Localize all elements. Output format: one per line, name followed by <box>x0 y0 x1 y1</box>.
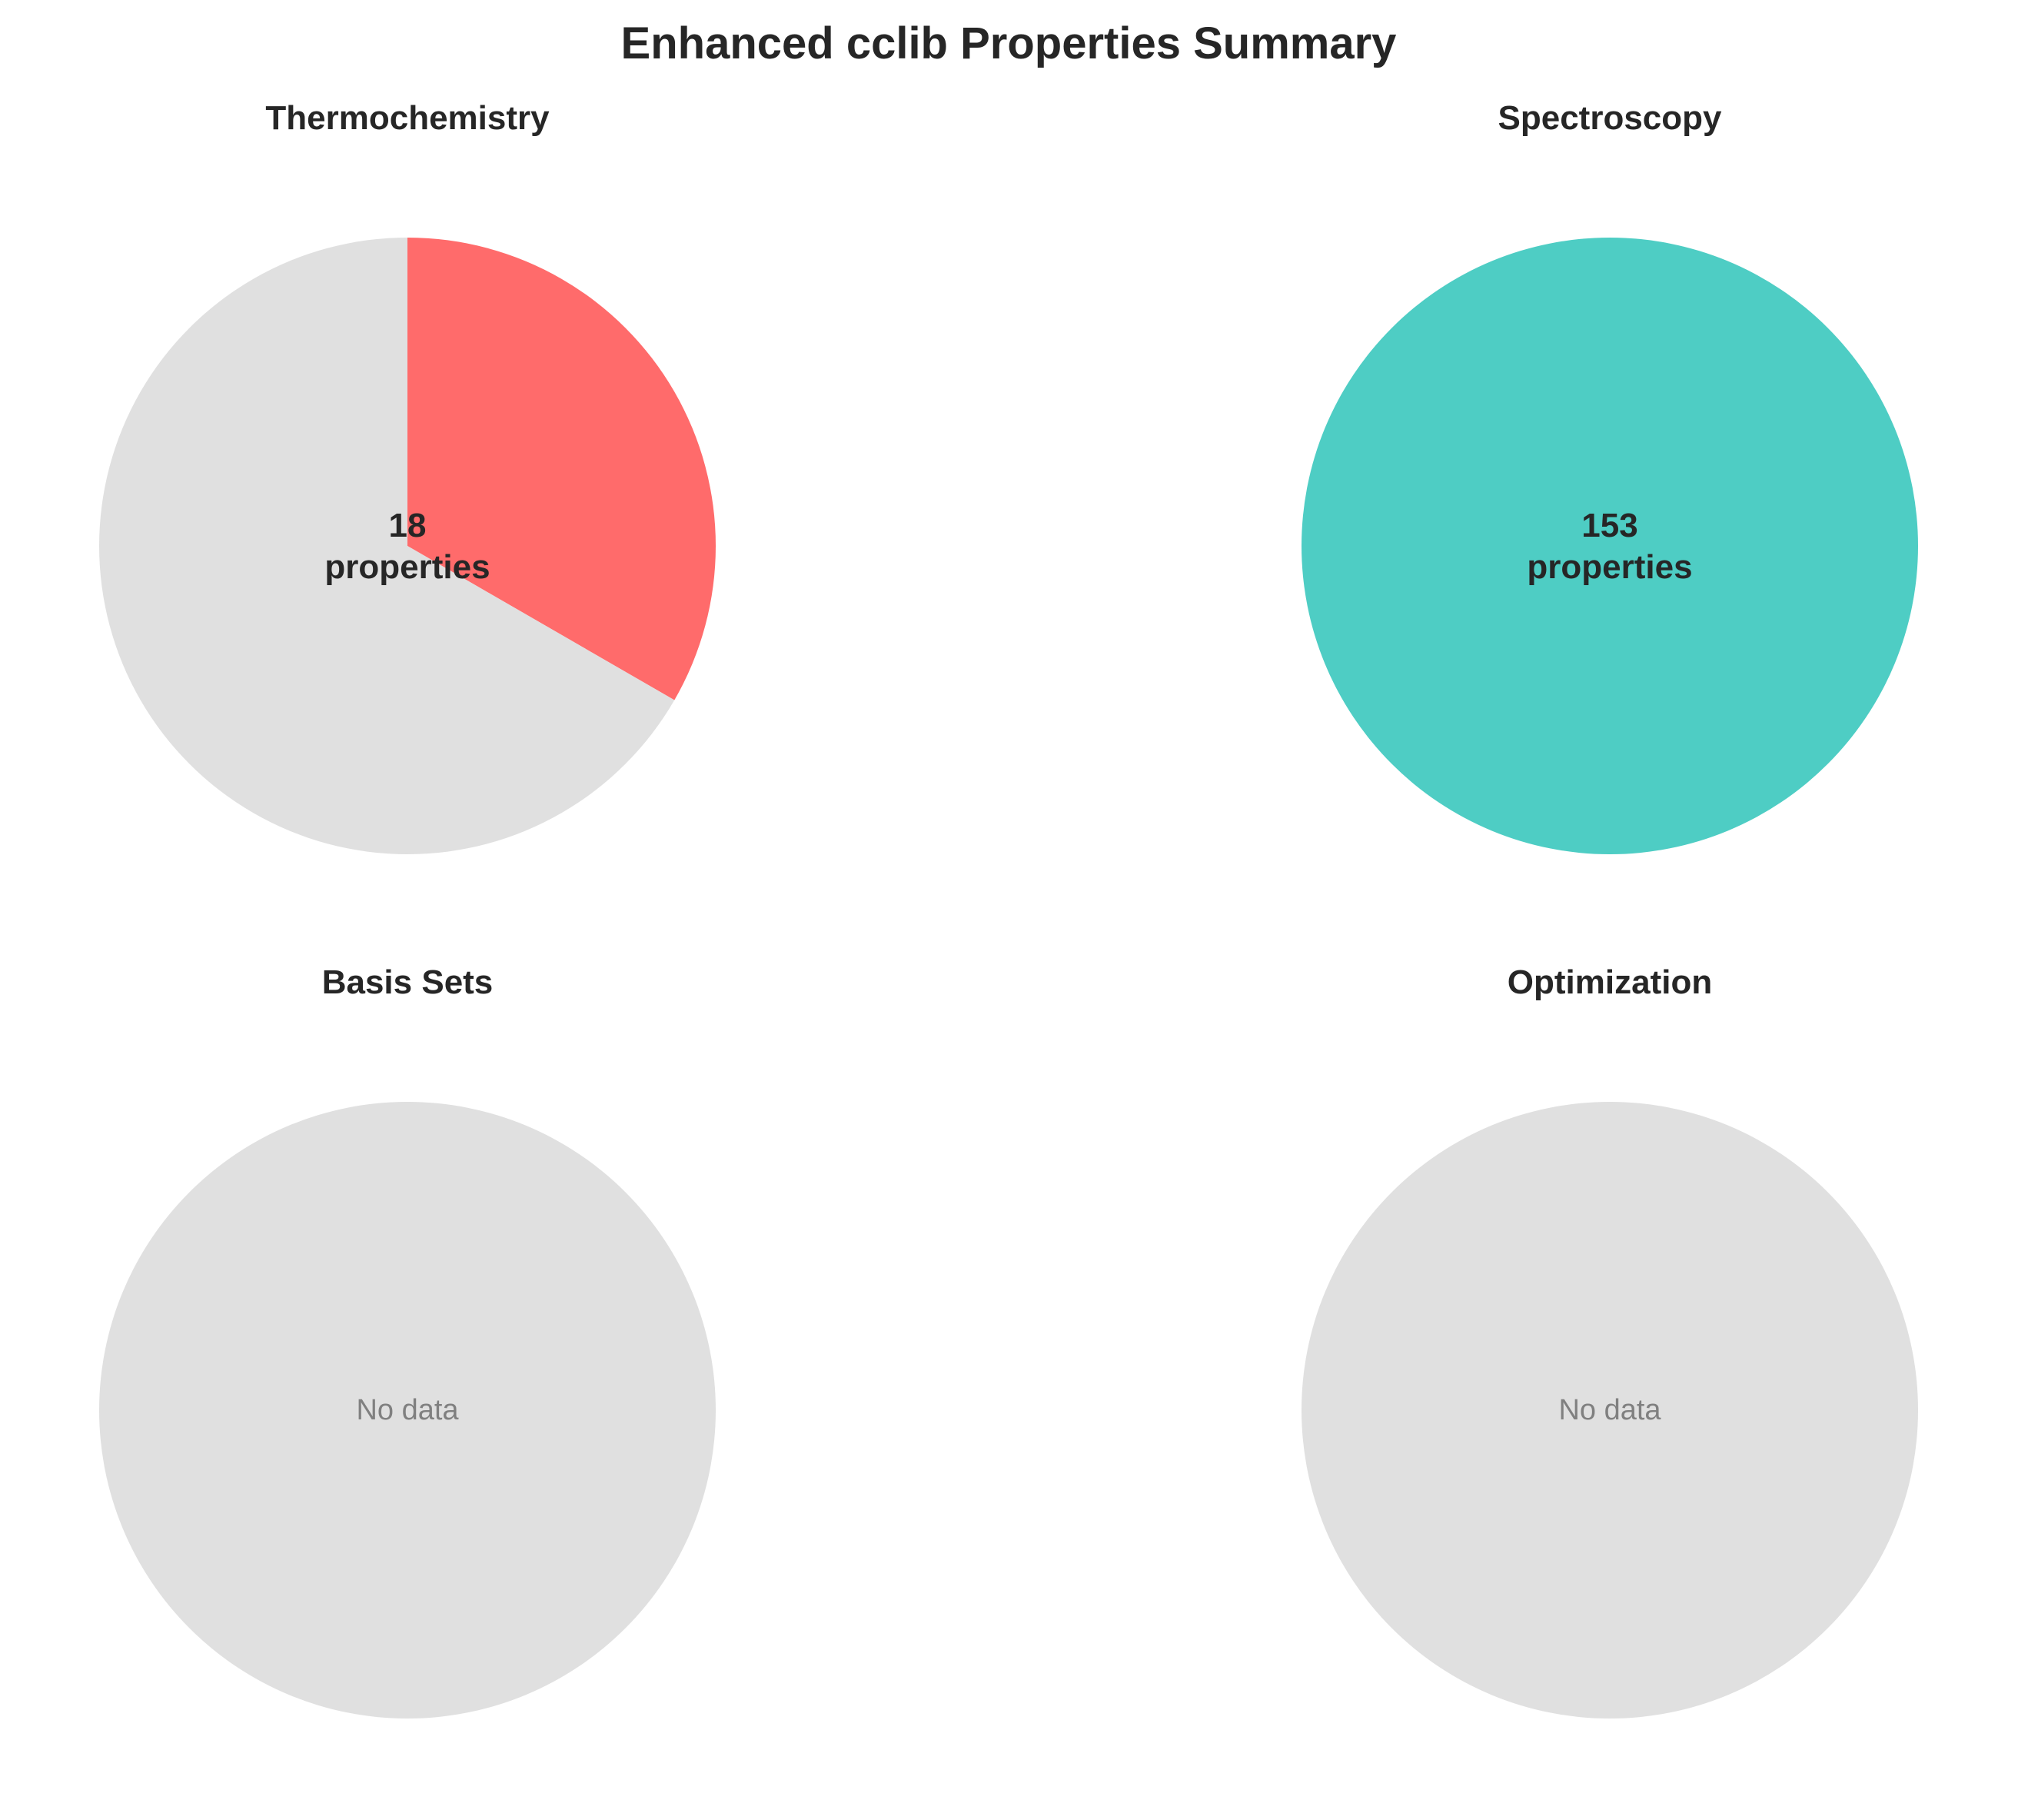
pie-slices-basis-sets <box>99 1102 716 1719</box>
pie-slice-spectroscopy-0 <box>1302 238 1918 854</box>
no-data-label-basis-sets: No data <box>356 1394 459 1426</box>
property-count-spectroscopy: 153 <box>1581 507 1637 544</box>
pie-slices-spectroscopy <box>1302 238 1918 854</box>
figure-title: Enhanced cclib Properties Summary <box>621 18 1397 68</box>
pie-title-basis-sets: Basis Sets <box>322 963 494 1001</box>
pie-slice-optimization-0 <box>1302 1102 1918 1719</box>
property-count-thermochemistry: 18 <box>389 507 427 544</box>
pie-slice-basis-sets-0 <box>99 1102 716 1719</box>
pie-panel-basis-sets: Basis Sets No data <box>99 963 716 1719</box>
pie-slice-thermochemistry-0 <box>407 238 716 700</box>
pie-title-spectroscopy: Spectroscopy <box>1498 99 1723 137</box>
pie-title-optimization: Optimization <box>1508 963 1712 1001</box>
pie-panel-spectroscopy: Spectroscopy 153 properties <box>1302 99 1918 854</box>
no-data-label-optimization: No data <box>1558 1394 1661 1426</box>
pie-panel-optimization: Optimization No data <box>1302 963 1918 1719</box>
pie-slices-optimization <box>1302 1102 1918 1719</box>
pie-title-thermochemistry: Thermochemistry <box>265 99 550 137</box>
pie-slices-thermochemistry <box>99 238 716 854</box>
pie-slice-thermochemistry-1 <box>99 238 675 854</box>
pie-panel-thermochemistry: Thermochemistry 18 properties <box>99 99 716 854</box>
property-unit-thermochemistry: properties <box>324 548 490 586</box>
property-unit-spectroscopy: properties <box>1527 548 1692 586</box>
